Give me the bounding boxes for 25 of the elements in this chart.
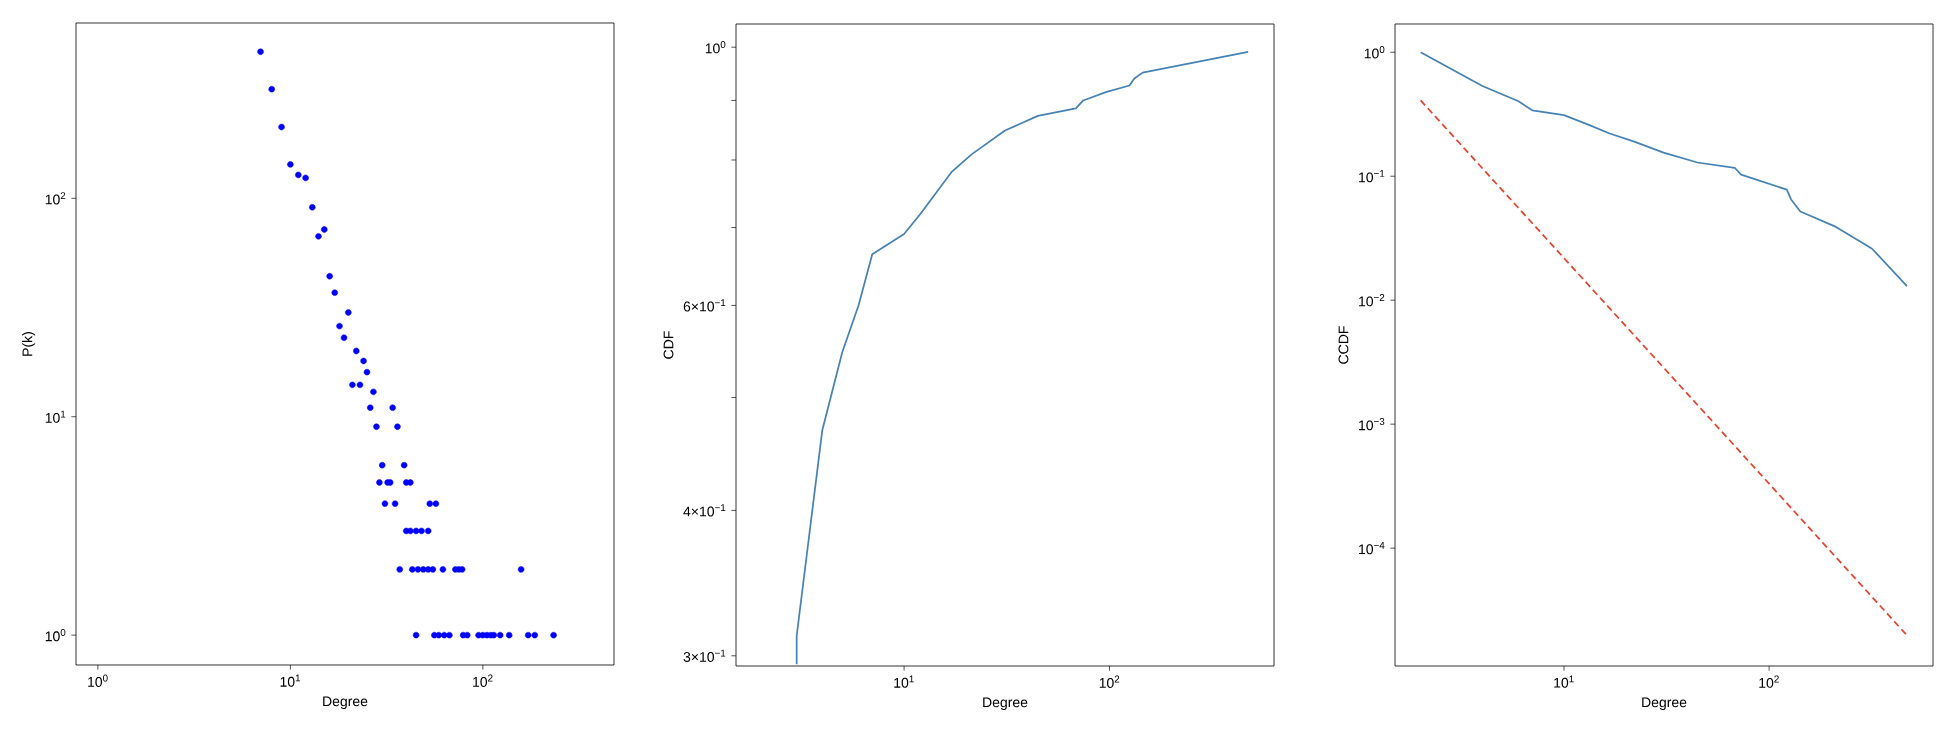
x-tick-label: 10$^{1}$ [280,674,301,687]
y-axis-title: CDF [663,331,674,359]
y-tick-label: 10$^{0}$ [1364,46,1385,59]
y-tick-label: 4×10$^{−1}$ [683,504,726,517]
y-tick-label: 10$^{−3}$ [1359,418,1385,431]
y-tick-label: 10$^{0}$ [45,629,66,642]
x-tick-label: 10$^{1}$ [1554,675,1574,688]
y-tick-label: 10$^{0}$ [705,41,726,54]
x-tick-label: 10$^{2}$ [1099,675,1120,688]
y-tick-label: 10$^{−1}$ [1359,170,1385,183]
y-tick-label: 10$^{−4}$ [1359,542,1385,555]
y-tick-label: 3×10$^{−1}$ [683,649,726,662]
y-tick-label: 10$^{2}$ [45,192,66,205]
x-axis-title: Degree [983,697,1028,711]
y-tick-label: 6×10$^{−1}$ [683,299,726,312]
x-tick-label: 10$^{0}$ [88,674,108,687]
x-tick-label: 10$^{1}$ [894,675,914,688]
x-axis-title: Degree [323,696,368,710]
x-axis-title: Degree [1642,697,1687,711]
x-tick-label: 10$^{2}$ [1759,675,1779,688]
y-tick-label: 10$^{−2}$ [1359,294,1385,307]
x-tick-label: 10$^{2}$ [473,674,493,687]
y-axis-title: P(k) [22,332,36,356]
y-tick-label: 10$^{1}$ [45,410,66,423]
y-axis-title: CCDF [1338,326,1349,364]
